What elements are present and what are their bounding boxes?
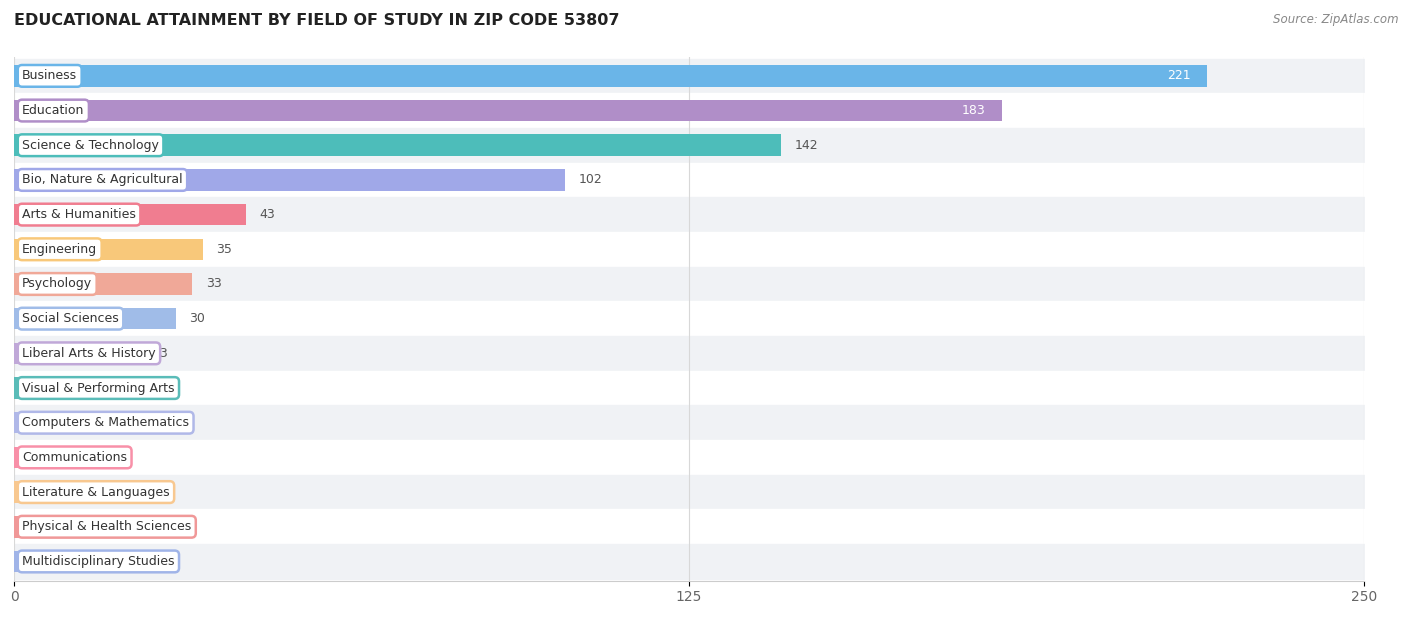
- Text: Bio, Nature & Agricultural: Bio, Nature & Agricultural: [22, 174, 183, 186]
- Text: Visual & Performing Arts: Visual & Performing Arts: [22, 382, 174, 394]
- Text: Multidisciplinary Studies: Multidisciplinary Studies: [22, 555, 174, 568]
- Bar: [14, 516, 20, 538]
- Bar: [14, 65, 1208, 86]
- Text: 33: 33: [205, 278, 222, 290]
- Text: Liberal Arts & History: Liberal Arts & History: [22, 347, 156, 360]
- Bar: [14, 447, 52, 468]
- Text: 1: 1: [32, 555, 41, 568]
- Text: Arts & Humanities: Arts & Humanities: [22, 208, 136, 221]
- Bar: [14, 377, 122, 399]
- Bar: [14, 551, 20, 572]
- Text: 12: 12: [93, 416, 108, 429]
- Text: 102: 102: [578, 174, 602, 186]
- Bar: [14, 239, 202, 260]
- Text: 183: 183: [962, 104, 986, 117]
- Text: 23: 23: [152, 347, 167, 360]
- Text: Literature & Languages: Literature & Languages: [22, 486, 170, 498]
- Bar: [14, 134, 780, 156]
- Text: EDUCATIONAL ATTAINMENT BY FIELD OF STUDY IN ZIP CODE 53807: EDUCATIONAL ATTAINMENT BY FIELD OF STUDY…: [14, 13, 620, 28]
- Text: 43: 43: [260, 208, 276, 221]
- Text: Education: Education: [22, 104, 84, 117]
- Bar: [14, 308, 176, 329]
- Text: Physical & Health Sciences: Physical & Health Sciences: [22, 521, 191, 533]
- Text: 7: 7: [65, 451, 73, 464]
- Text: Social Sciences: Social Sciences: [22, 312, 120, 325]
- Text: Engineering: Engineering: [22, 243, 97, 256]
- Bar: [14, 273, 193, 295]
- Bar: [14, 169, 565, 191]
- Text: Source: ZipAtlas.com: Source: ZipAtlas.com: [1274, 13, 1399, 26]
- Text: Communications: Communications: [22, 451, 127, 464]
- Text: 142: 142: [794, 139, 818, 151]
- Text: Psychology: Psychology: [22, 278, 93, 290]
- Text: 20: 20: [135, 382, 152, 394]
- Bar: [14, 204, 246, 225]
- Text: Science & Technology: Science & Technology: [22, 139, 159, 151]
- Bar: [14, 412, 79, 433]
- Bar: [14, 481, 25, 503]
- Text: 2: 2: [38, 486, 46, 498]
- Text: Computers & Mathematics: Computers & Mathematics: [22, 416, 190, 429]
- Text: 1: 1: [32, 521, 41, 533]
- Bar: [14, 100, 1002, 121]
- Text: 30: 30: [190, 312, 205, 325]
- Text: Business: Business: [22, 69, 77, 83]
- Text: 35: 35: [217, 243, 232, 256]
- Text: 221: 221: [1167, 69, 1191, 83]
- Bar: [14, 343, 138, 364]
